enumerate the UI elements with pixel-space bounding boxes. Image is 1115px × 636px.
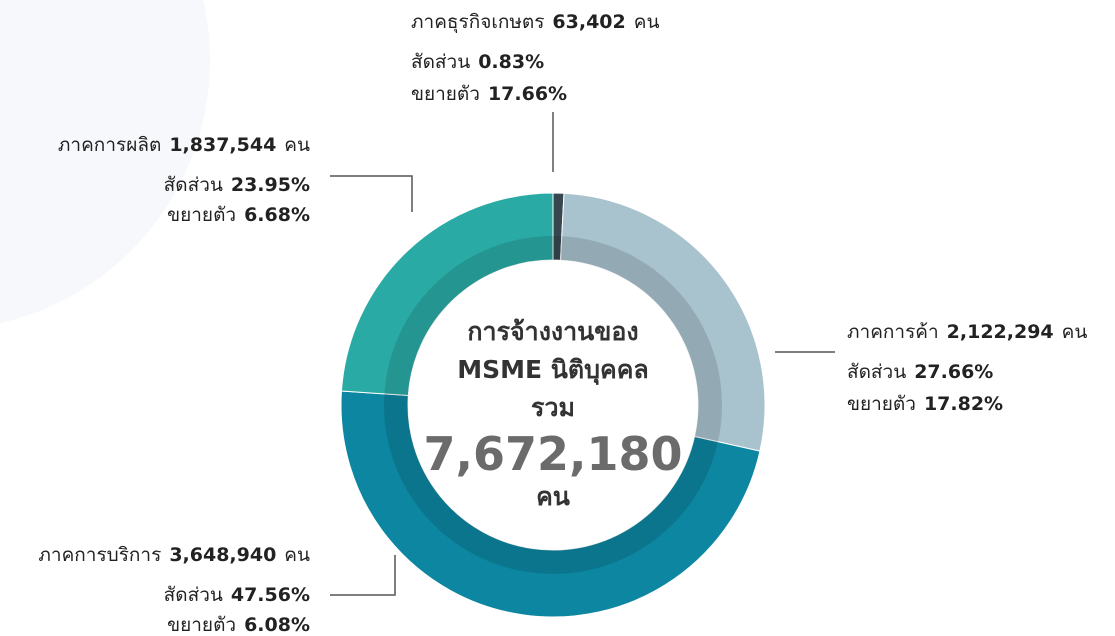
share-label: สัดส่วน 27.66% — [847, 361, 993, 383]
center-line: รวม — [531, 393, 575, 422]
center-total: 7,672,180 — [424, 427, 683, 481]
segment-label: ภาคธุรกิจเกษตร 63,402 คน — [411, 11, 659, 34]
growth-value: 17.66% — [488, 83, 567, 105]
center-disc — [412, 264, 694, 546]
growth-label: ขยายตัว 6.68% — [167, 204, 310, 226]
segment-name: ภาคการค้า — [847, 321, 939, 343]
segment-count: 3,648,940 — [169, 544, 276, 566]
segment-count: 63,402 — [552, 11, 625, 33]
segment-unit: คน — [1062, 321, 1088, 343]
segment-name: ภาคการผลิต — [58, 134, 161, 156]
donut-slice — [560, 192, 766, 452]
segment-label: ภาคการผลิต 1,837,544 คน — [58, 134, 310, 156]
segment-unit: คน — [284, 134, 310, 156]
share-value: 0.83% — [478, 51, 544, 73]
segment-label: ภาคการบริการ 3,648,940 คน — [38, 544, 310, 566]
growth-title: ขยายตัว — [847, 393, 916, 415]
growth-label: ขยายตัว 17.66% — [411, 83, 567, 105]
growth-value: 6.08% — [244, 614, 310, 636]
donut — [340, 192, 766, 618]
share-label: สัดส่วน 0.83% — [411, 51, 544, 73]
share-title: สัดส่วน — [164, 174, 223, 196]
growth-label: ขยายตัว 17.82% — [847, 393, 1003, 415]
share-value: 27.66% — [914, 361, 993, 383]
share-title: สัดส่วน — [164, 584, 223, 606]
center-line: การจ้างงานของ — [467, 317, 638, 346]
center-line: MSME นิติบุคคล — [457, 355, 649, 386]
growth-value: 17.82% — [924, 393, 1003, 415]
growth-title: ขยายตัว — [167, 614, 236, 636]
growth-label: ขยายตัว 6.08% — [167, 614, 310, 636]
leader-line — [330, 175, 413, 212]
share-label: สัดส่วน 23.95% — [164, 174, 310, 196]
share-value: 47.56% — [231, 584, 310, 606]
segment-count: 1,837,544 — [169, 134, 276, 156]
segment-name: ภาคธุรกิจเกษตร — [411, 11, 544, 34]
leader-line — [330, 555, 396, 596]
segment-unit: คน — [284, 544, 310, 566]
donut-slice — [340, 390, 761, 618]
inner-shadow-ring — [384, 236, 722, 574]
segment-unit: คน — [634, 11, 660, 33]
share-title: สัดส่วน — [847, 361, 906, 383]
segment-count: 2,122,294 — [947, 321, 1054, 343]
donut-slice — [340, 192, 554, 396]
background-decoration — [0, 0, 210, 324]
center-unit: คน — [536, 482, 570, 511]
segment-name: ภาคการบริการ — [38, 544, 161, 566]
share-title: สัดส่วน — [411, 51, 470, 73]
growth-value: 6.68% — [244, 204, 310, 226]
share-label: สัดส่วน 47.56% — [164, 584, 310, 606]
growth-title: ขยายตัว — [411, 83, 480, 105]
growth-title: ขยายตัว — [167, 204, 236, 226]
segment-label: ภาคการค้า 2,122,294 คน — [847, 321, 1087, 343]
leader-lines — [330, 112, 835, 596]
share-value: 23.95% — [231, 174, 310, 196]
